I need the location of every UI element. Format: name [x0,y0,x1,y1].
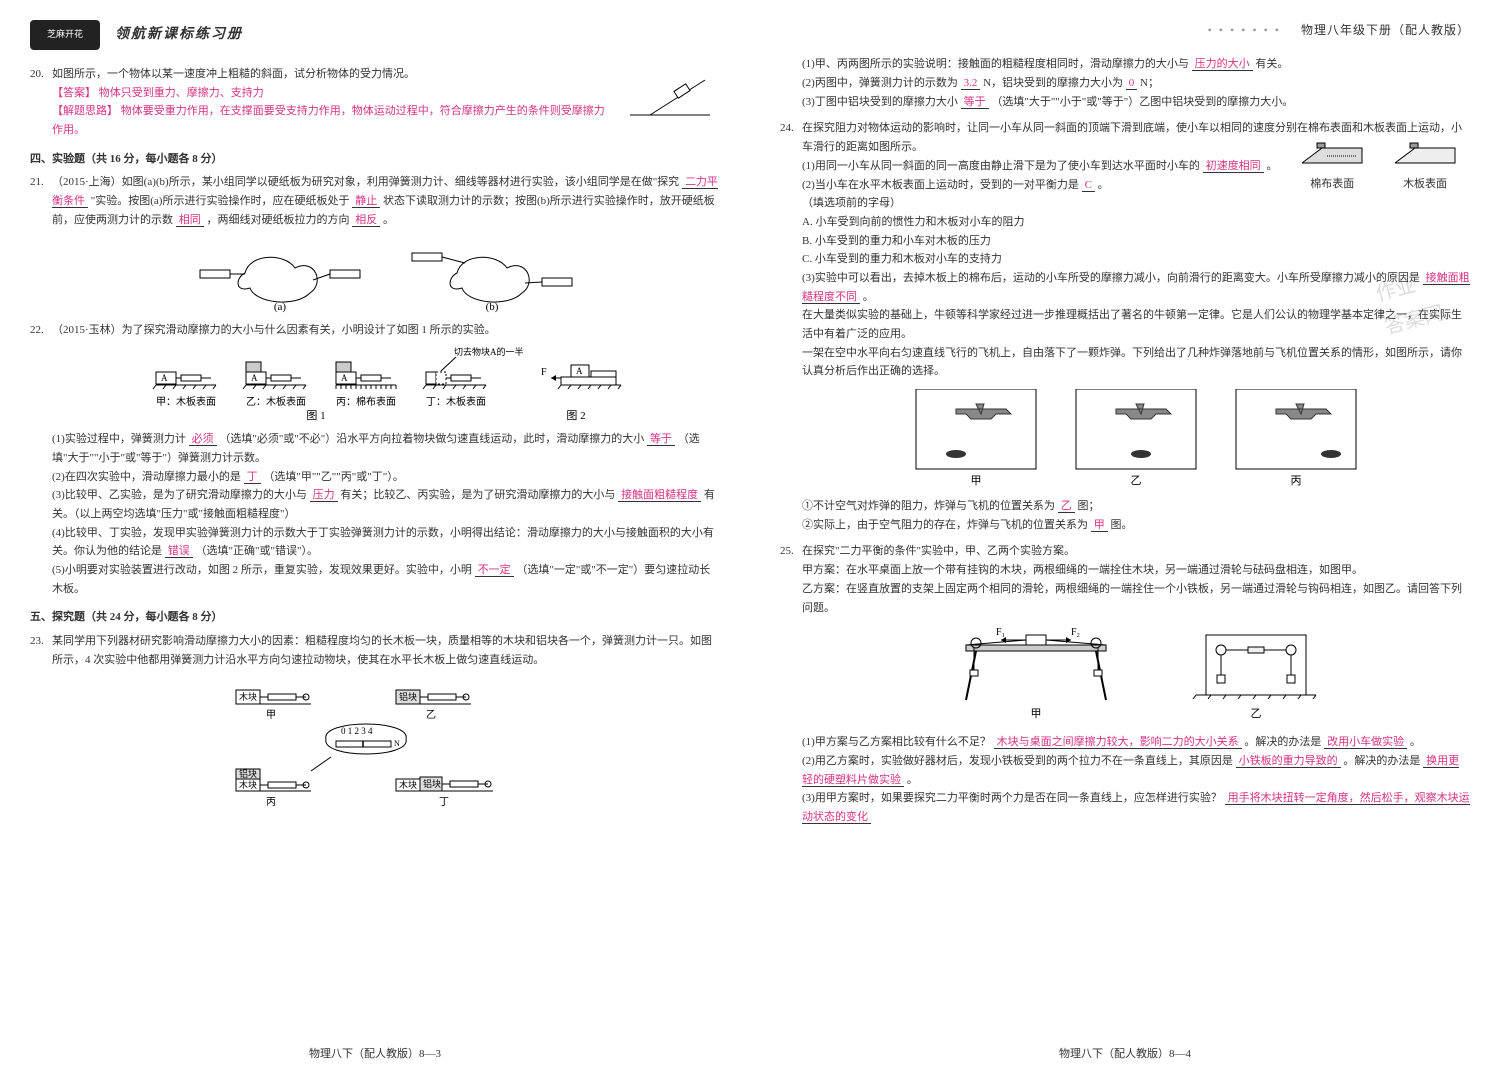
svg-text:丁: 丁 [439,797,449,807]
svg-text:丙: 丙 [266,797,276,807]
q22-fig1: A 甲：木板表面 A 乙：木板表面 [52,347,720,422]
q20-ans: 物体只受到重力、摩擦力、支持力 [99,87,264,99]
q22-sub1: (1)实验过程中，弹簧测力计 必须 （选填"必须"或"不必"）沿水平方向拉着物块… [52,430,720,467]
q20-figure [620,65,720,125]
svg-text:甲: 甲 [1031,708,1042,720]
q22: 22. （2015·玉林）为了探究滑动摩擦力的大小与什么因素有关，小明设计了如图… [30,321,720,599]
q23-cont: (1)甲、丙两图所示的实验说明：接触面的粗糙程度相同时，滑动摩擦力的大小与 压力… [780,55,1470,111]
logo: 芝麻开花 [30,20,100,50]
header-slogan: 领航新课标练习册 [115,23,243,47]
svg-text:丙: 丙 [1291,475,1302,487]
q21-blank2: 静止 [352,195,380,208]
q25-num: 25. [780,542,794,561]
q21-text-b: "实验。按图(a)所示进行实验操作时，应在硬纸板处于 [91,195,350,207]
q20-num: 20. [30,65,44,84]
svg-text:铝块: 铝块 [423,778,441,789]
q23: 23. 某同学用下列器材研究影响滑动摩擦力大小的因素：粗糙程度均匀的长木板一块，… [30,632,720,807]
svg-text:0 1 2 3 4: 0 1 2 3 4 [341,726,373,736]
svg-text:铝块: 铝块 [239,768,257,779]
svg-text:木块: 木块 [239,779,257,790]
svg-text:乙: 乙 [1251,707,1262,720]
svg-text:木块: 木块 [239,691,257,702]
svg-text:切去物块A的一半: 切去物块A的一半 [454,347,524,357]
q20-hint: 物体要受重力作用，在支撑面要受支持力作用，物体运动过程中，符合摩擦力产生的条件则… [52,105,605,136]
right-footer: 物理八下（配人教版）8—4 [750,1045,1500,1064]
q21: 21. （2015·上海）如图(a)(b)所示，某小组同学以硬纸板为研究对象，利… [30,173,720,312]
svg-text:丁：木板表面: 丁：木板表面 [426,395,486,408]
section-4-title: 四、实验题（共 16 分，每小题各 8 分） [30,150,720,169]
q20-hint-label: 【解题思路】 [52,105,118,117]
svg-text:图 2: 图 2 [566,409,585,422]
svg-text:甲: 甲 [971,475,982,487]
q22-text: （2015·玉林）为了探究滑动摩擦力的大小与什么因素有关，小明设计了如图 1 所… [52,324,496,336]
q21-text-a: （2015·上海）如图(a)(b)所示，某小组同学以硬纸板为研究对象，利用弹簧测… [52,176,679,188]
header-left: 芝麻开花 领航新课标练习册 [30,20,720,50]
svg-text:乙: 乙 [1131,474,1142,487]
q21-fig-a: (a) [195,238,365,313]
svg-text:F₁: F₁ [996,627,1005,638]
q25: 25. 在探究"二力平衡的条件"实验中，甲、乙两个实验方案。 甲方案：在水平桌面… [780,542,1470,826]
q22-sub2: (2)在四次实验中，滑动摩擦力最小的是 丁 （选填"甲""乙""丙"或"丁"）。 [52,468,720,487]
q24-num: 24. [780,119,794,138]
svg-text:(b): (b) [486,301,499,313]
right-page: 物理八年级下册（配人教版） 作业答案网 (1)甲、丙两图所示的实验说明：接触面的… [750,0,1500,1074]
q22-num: 22. [30,321,44,340]
svg-text:(a): (a) [274,301,287,313]
q21-fig-b: (b) [407,238,577,313]
svg-text:F₂: F₂ [1071,627,1080,638]
q21-blank4: 相反 [352,214,380,227]
q22-sub5: (5)小明要对实验装置进行改动，如图 2 所示，重复实验，发现效果更好。实验中，… [52,561,720,598]
header-right: 物理八年级下册（配人教版） [780,20,1470,40]
q20-ans-label: 【答案】 [52,87,96,99]
svg-text:甲: 甲 [266,710,276,721]
svg-text:A: A [161,373,168,383]
svg-text:A: A [251,373,258,383]
svg-text:A: A [576,366,583,376]
q21-figures: (a) (b) [52,238,720,313]
q24: 24. 在探究阻力对物体运动的影响时，让同一小车从同一斜面的顶端下滑到底端，使小… [780,119,1470,534]
q20-text: 如图所示，一个物体以某一速度冲上粗糙的斜面，试分析物体的受力情况。 [52,68,415,80]
svg-text:图 1: 图 1 [306,409,325,422]
q24-plane-figs: 甲 乙 丙 [802,389,1470,489]
q24-surface-figs: 棉布表面 木板表面 [1287,138,1470,193]
left-footer: 物理八下（配人教版）8—3 [0,1045,750,1064]
q23-figures: 木块 甲 铝块 乙 [52,677,720,807]
q23-text: 某同学用下列器材研究影响滑动摩擦力大小的因素：粗糙程度均匀的长木板一块，质量相等… [52,635,712,666]
q23-num: 23. [30,632,44,651]
q22-sub4: (4)比较甲、丁实验，发现甲实验弹簧测力计的示数大于丁实验弹簧测力计的示数，小明… [52,524,720,561]
svg-text:F: F [541,367,547,378]
q21-text-e: 。 [383,214,394,226]
q21-text-d: ，两细线对硬纸板拉力的方向 [207,214,350,226]
svg-text:丙：棉布表面: 丙：棉布表面 [336,395,396,408]
section-5-title: 五、探究题（共 24 分，每小题各 8 分） [30,608,720,627]
q20: 20. 如图所示，一个物体以某一速度冲上粗糙的斜面，试分析物体的受力情况。 【答… [30,65,720,140]
q21-num: 21. [30,173,44,192]
svg-text:乙：木板表面: 乙：木板表面 [246,395,306,408]
q21-blank3: 相同 [176,214,204,227]
svg-text:乙: 乙 [426,709,436,721]
svg-text:甲：木板表面: 甲：木板表面 [156,395,216,408]
svg-text:铝块: 铝块 [399,691,417,702]
q22-sub3: (3)比较甲、乙实验，是为了研究滑动摩擦力的大小与 压力 有关；比较乙、丙实验，… [52,486,720,523]
svg-text:木块: 木块 [399,779,417,790]
svg-text:N: N [394,739,400,748]
q25-text: 在探究"二力平衡的条件"实验中，甲、乙两个实验方案。 [802,545,1075,557]
left-page: 芝麻开花 领航新课标练习册 20. 如图所示，一个物体以某一速度冲上粗糙的斜面，… [0,0,750,1074]
q25-figs: F₁ F₂ 甲 [802,625,1470,725]
svg-text:A: A [341,373,348,383]
